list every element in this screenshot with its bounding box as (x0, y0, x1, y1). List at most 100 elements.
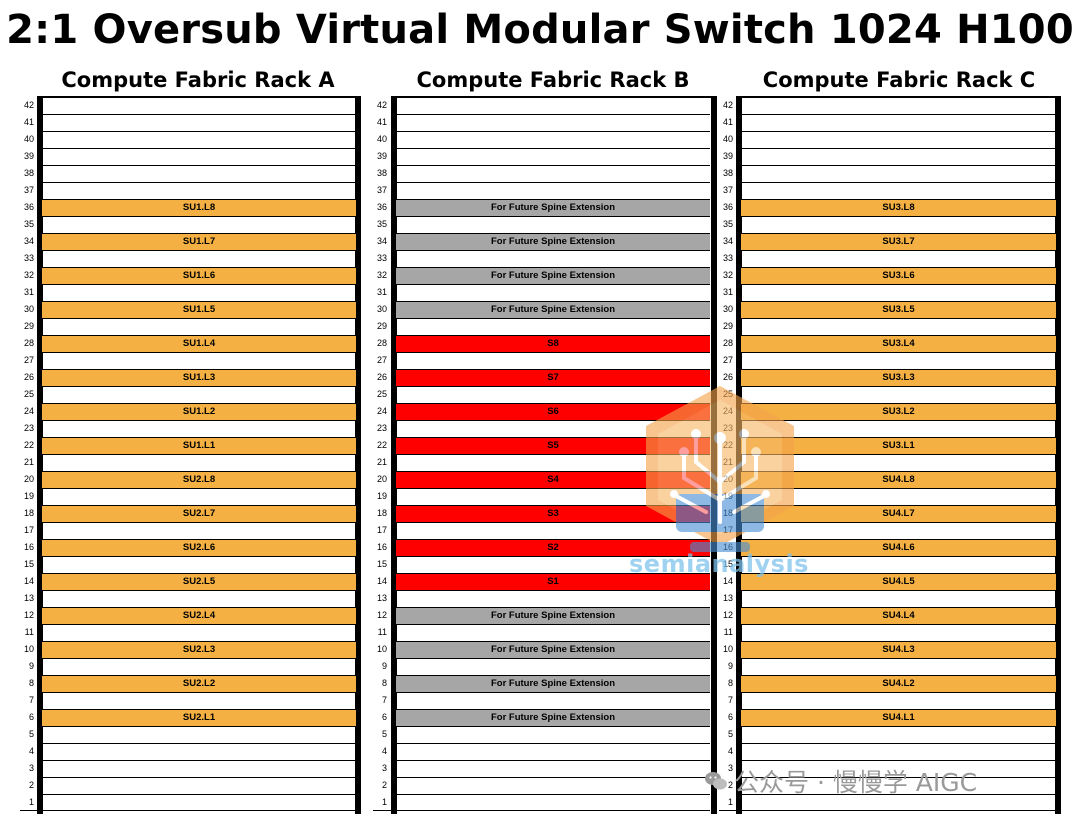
unit-number: 27 (722, 355, 733, 365)
empty-slot (396, 692, 710, 709)
empty-slot (42, 318, 356, 335)
empty-slot (396, 658, 710, 675)
rack-unit-row: 2 (373, 777, 710, 794)
empty-slot (741, 692, 1056, 709)
unit-number: 25 (23, 389, 34, 399)
leaf-switch: SU2.L4 (42, 607, 356, 624)
unit-number: 20 (23, 474, 34, 484)
credit: 公众号 · 慢慢学 AIGC (704, 766, 977, 797)
leaf-switch: SU2.L1 (42, 709, 356, 726)
empty-slot (396, 165, 710, 182)
unit-number: 8 (28, 678, 34, 688)
rack-unit-row: 12 SU2.L4 (20, 607, 356, 624)
rack-unit-row: 35 (719, 216, 1056, 233)
rack-unit-row: 9 (719, 658, 1056, 675)
rack-unit-row: 34 SU3.L7 (719, 233, 1056, 250)
empty-slot (42, 658, 356, 675)
rack-unit-row: 28 SU1.L4 (20, 335, 356, 352)
unit-number: 13 (376, 593, 387, 603)
rack-unit-row: 30 For Future Spine Extension (373, 301, 710, 318)
rack-unit-row: 25 (373, 386, 710, 403)
empty-slot (396, 182, 710, 199)
future-spine-slot: For Future Spine Extension (396, 267, 710, 284)
leaf-switch: SU1.L4 (42, 335, 356, 352)
unit-number: 36 (376, 202, 387, 212)
empty-slot (396, 590, 710, 607)
empty-slot (396, 352, 710, 369)
unit-number: 35 (722, 219, 733, 229)
unit-number: 9 (381, 661, 387, 671)
spine-switch: S2 (396, 539, 710, 556)
empty-slot (396, 743, 710, 760)
unit-number: 41 (722, 117, 733, 127)
leaf-switch: SU4.L6 (741, 539, 1056, 556)
rack-unit-row: 15 (373, 556, 710, 573)
empty-slot (741, 794, 1056, 811)
unit-number: 33 (376, 253, 387, 263)
rack-unit-row: 38 (373, 165, 710, 182)
unit-number: 11 (24, 627, 34, 637)
empty-slot (396, 318, 710, 335)
leaf-switch: SU4.L3 (741, 641, 1056, 658)
rack-unit-row: 42 (373, 97, 710, 114)
rack-unit-row: 18 S3 (373, 505, 710, 522)
unit-number: 24 (23, 406, 34, 416)
unit-number: 33 (23, 253, 34, 263)
rack-unit-row: 26 SU1.L3 (20, 369, 356, 386)
empty-slot (42, 131, 356, 148)
spine-switch: S1 (396, 573, 710, 590)
empty-slot (42, 216, 356, 233)
empty-slot (42, 556, 356, 573)
unit-number: 6 (727, 712, 733, 722)
rack-unit-row: 6 SU2.L1 (20, 709, 356, 726)
empty-slot (741, 114, 1056, 131)
unit-number: 29 (23, 321, 34, 331)
future-spine-slot: For Future Spine Extension (396, 199, 710, 216)
unit-number: 32 (23, 270, 34, 280)
empty-slot (42, 590, 356, 607)
empty-slot (741, 590, 1056, 607)
empty-slot (741, 556, 1056, 573)
rack-unit-row: 4 (373, 743, 710, 760)
empty-slot (42, 352, 356, 369)
rack-left-post (391, 96, 397, 814)
empty-slot (396, 131, 710, 148)
spine-switch: S4 (396, 471, 710, 488)
empty-slot (396, 454, 710, 471)
rack-unit-row: 7 (20, 692, 356, 709)
empty-slot (42, 420, 356, 437)
unit-number: 14 (23, 576, 34, 586)
rack-unit-row: 16 SU2.L6 (20, 539, 356, 556)
leaf-switch: SU1.L5 (42, 301, 356, 318)
empty-slot (396, 777, 710, 794)
unit-number: 31 (376, 287, 387, 297)
unit-number: 34 (23, 236, 34, 246)
rack-unit-row: 21 (373, 454, 710, 471)
unit-number: 11 (377, 627, 387, 637)
rack-unit-row: 24 S6 (373, 403, 710, 420)
rack-unit-row: 4 (20, 743, 356, 760)
empty-slot (42, 165, 356, 182)
unit-number: 1 (727, 797, 733, 807)
empty-slot (42, 284, 356, 301)
unit-number: 9 (727, 661, 733, 671)
unit-number: 13 (23, 593, 34, 603)
rack-title: Compute Fabric Rack B (416, 68, 690, 92)
leaf-switch: SU4.L7 (741, 505, 1056, 522)
unit-number: 31 (722, 287, 733, 297)
unit-number: 27 (23, 355, 34, 365)
rack-unit-row: 14 S1 (373, 573, 710, 590)
empty-slot (741, 250, 1056, 267)
unit-number: 32 (376, 270, 387, 280)
tree-circuit-logo-icon (646, 386, 794, 552)
unit-number: 18 (23, 508, 34, 518)
unit-number: 37 (722, 185, 733, 195)
empty-slot (741, 352, 1056, 369)
rack-unit-row: 29 (20, 318, 356, 335)
unit-number: 42 (722, 100, 733, 110)
empty-slot (741, 148, 1056, 165)
empty-slot (741, 420, 1056, 437)
empty-slot (741, 726, 1056, 743)
rack-unit-row: 20 S4 (373, 471, 710, 488)
unit-number: 38 (376, 168, 387, 178)
